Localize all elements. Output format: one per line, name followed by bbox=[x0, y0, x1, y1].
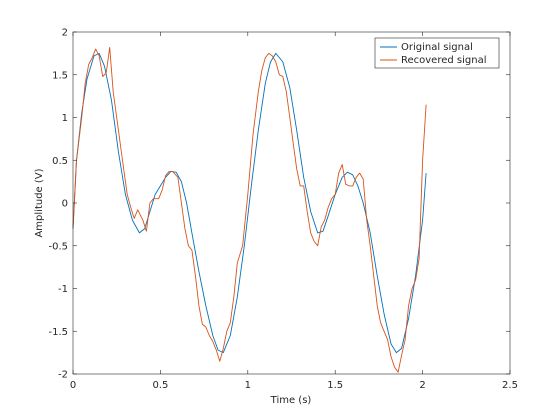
series-layer bbox=[72, 46, 427, 373]
y-axis-ticks: 2 1.5 1 0.5 0 -0.5 -1 -1.5 -2 bbox=[48, 28, 510, 381]
y-tick-label: 0.5 bbox=[52, 156, 68, 167]
y-tick-label: 1 bbox=[62, 113, 68, 124]
series-line-original-signal bbox=[72, 52, 427, 354]
legend-box bbox=[374, 37, 500, 69]
x-tick-label: 0 bbox=[70, 380, 76, 391]
x-tick-label: 1 bbox=[245, 380, 251, 391]
y-tick-label: -1.5 bbox=[48, 327, 68, 338]
y-tick-label: -0.5 bbox=[48, 241, 68, 252]
x-tick-label: 2 bbox=[419, 380, 425, 391]
x-tick-label: 1.5 bbox=[327, 380, 343, 391]
plot-area: 0 0.5 1 1.5 2 2.5 2 1.5 1 0.5 0 -0.5 -1 -1.5 -2 bbox=[48, 28, 517, 392]
legend: Original signal Recovered signal bbox=[374, 37, 500, 69]
y-tick-label: -1 bbox=[58, 284, 68, 295]
series-line-recovered-signal bbox=[72, 46, 427, 373]
x-tick-label: 0.5 bbox=[152, 380, 168, 391]
legend-label: Recovered signal bbox=[401, 55, 487, 66]
y-tick-label: 2 bbox=[62, 28, 68, 39]
y-tick-label: 1.5 bbox=[52, 70, 68, 81]
y-tick-label: 0 bbox=[62, 199, 68, 210]
y-axis-label: Amplitude (V) bbox=[34, 168, 45, 237]
x-axis-label: Time (s) bbox=[270, 395, 312, 406]
y-tick-label: -2 bbox=[58, 370, 68, 381]
x-axis-ticks: 0 0.5 1 1.5 2 2.5 bbox=[70, 32, 518, 391]
x-tick-label: 2.5 bbox=[502, 380, 518, 391]
legend-label: Original signal bbox=[401, 42, 473, 53]
